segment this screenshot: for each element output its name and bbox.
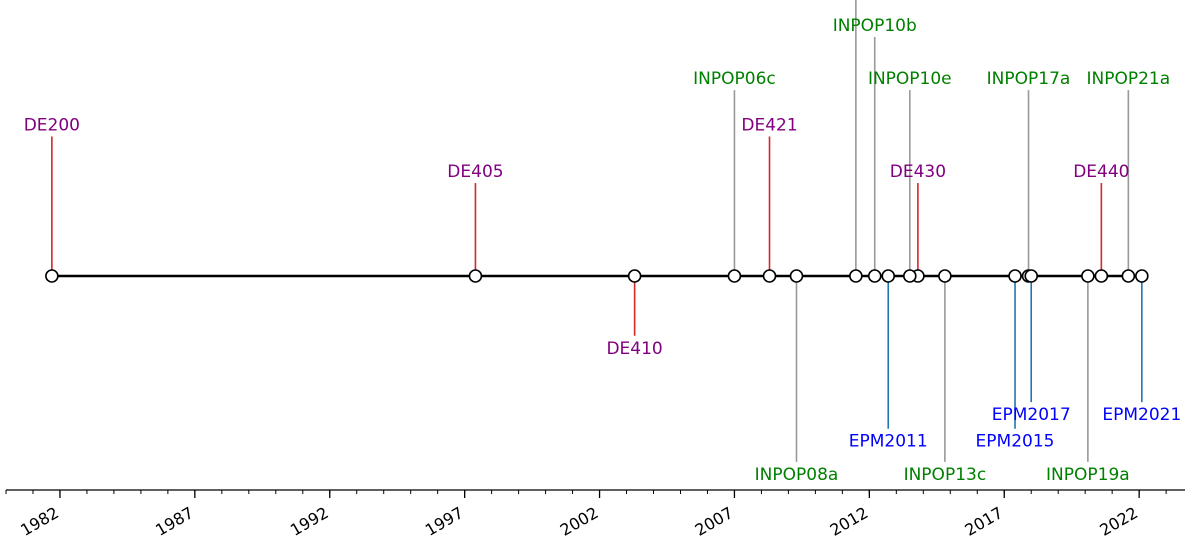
marker-epm2021 (1135, 269, 1149, 283)
event-label-de421: DE421 (741, 116, 797, 136)
marker-inpop13c (938, 269, 952, 283)
labels-layer: DE200 DE405 DE410 DE421 DE430 DE440 INPOP06c IN… (24, 16, 1182, 485)
marker-inpop10a (849, 269, 863, 283)
event-label-inpop17a: INPOP17a (987, 69, 1071, 89)
event-label-de440: DE440 (1073, 162, 1129, 182)
markers-layer (45, 269, 1149, 283)
event-label-de410: DE410 (606, 339, 662, 359)
marker-epm2015 (1008, 269, 1022, 283)
event-label-inpop19a: INPOP19a (1046, 465, 1130, 485)
marker-inpop10e (903, 269, 917, 283)
tick-label-2002: 2002 (557, 503, 602, 540)
x-axis: 1982 1987 1992 1997 2002 2007 2012 2017 2022 (5, 489, 1185, 540)
tick-label-1997: 1997 (422, 503, 467, 540)
tick-label-2007: 2007 (692, 503, 737, 540)
tick-label-2012: 2012 (827, 503, 872, 540)
marker-de410 (627, 269, 642, 283)
tick-label-2017: 2017 (961, 503, 1006, 540)
event-label-de200: DE200 (24, 116, 80, 136)
event-label-inpop13c: INPOP13c (904, 465, 987, 485)
marker-inpop10b (867, 269, 882, 283)
event-label-epm2011: EPM2011 (849, 432, 928, 452)
event-label-de430: DE430 (890, 162, 946, 182)
tick-label-1982: 1982 (17, 503, 62, 540)
event-label-epm2015: EPM2015 (976, 432, 1055, 452)
marker-de405 (468, 269, 483, 283)
stems-layer (51, 0, 1143, 462)
marker-inpop06c (727, 269, 742, 283)
marker-inpop21a (1121, 269, 1136, 283)
tick-label-2022: 2022 (1096, 503, 1141, 540)
event-label-epm2017: EPM2017 (992, 405, 1071, 425)
tick-label-1992: 1992 (287, 503, 332, 540)
event-label-de405: DE405 (447, 162, 503, 182)
event-label-epm2021: EPM2021 (1102, 405, 1181, 425)
marker-de421 (762, 269, 777, 283)
event-label-inpop08a: INPOP08a (755, 465, 839, 485)
event-label-inpop10b: INPOP10b (833, 16, 917, 36)
event-label-inpop10e: INPOP10e (868, 69, 952, 89)
marker-inpop08a (789, 269, 804, 283)
tick-label-1987: 1987 (152, 503, 197, 540)
marker-de440 (1094, 269, 1109, 283)
event-label-inpop06c: INPOP06c (693, 69, 776, 89)
marker-epm2011 (881, 269, 896, 283)
marker-inpop19a (1081, 269, 1095, 283)
marker-epm2017 (1024, 269, 1039, 283)
event-label-inpop21a: INPOP21a (1087, 69, 1171, 89)
marker-de200 (45, 269, 59, 283)
